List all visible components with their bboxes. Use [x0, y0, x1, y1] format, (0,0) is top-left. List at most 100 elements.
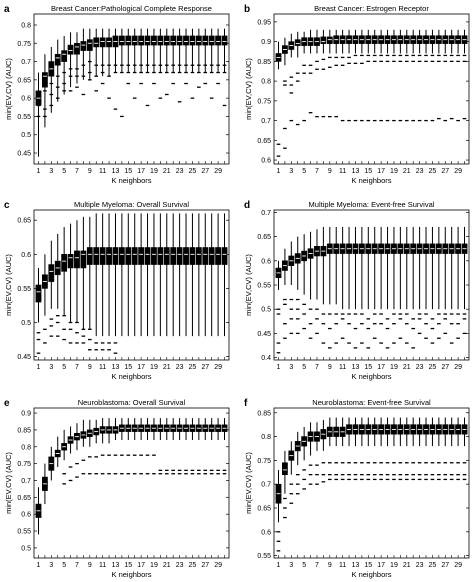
x-axis-label: K neighbors — [111, 570, 151, 579]
x-tick-label: 11 — [99, 364, 106, 371]
x-tick-label: 27 — [441, 168, 449, 175]
x-tick-label: 15 — [124, 562, 132, 569]
x-tick-label: 15 — [124, 364, 132, 371]
box-iqr — [80, 41, 87, 51]
x-tick-label: 5 — [62, 562, 66, 569]
x-tick-label: 19 — [390, 562, 398, 569]
x-tick-label: 15 — [124, 168, 132, 175]
x-tick-label: 7 — [315, 562, 319, 569]
y-tick-label: 0.45 — [257, 331, 271, 338]
y-tick-label: 0.7 — [261, 118, 271, 125]
panel-letter: a — [4, 4, 10, 15]
panel-title: Neuroblastoma: Event-free Survival — [312, 398, 431, 407]
x-tick-label: 1 — [277, 562, 281, 569]
x-tick-label: 23 — [176, 562, 184, 569]
box-iqr — [157, 247, 164, 265]
box-iqr — [183, 247, 189, 265]
x-tick-label: 27 — [201, 168, 209, 175]
x-tick-label: 23 — [416, 562, 424, 569]
x-tick-label: 17 — [137, 364, 145, 371]
y-tick-label: 0.65 — [257, 506, 271, 513]
x-tick-label: 21 — [163, 364, 171, 371]
y-tick-label: 0.8 — [21, 22, 31, 29]
box-iqr — [67, 44, 74, 55]
box-iqr — [61, 50, 68, 62]
y-tick-label: 0.65 — [17, 77, 31, 84]
box-iqr — [195, 247, 202, 265]
y-tick-label: 0.55 — [257, 553, 271, 560]
y-tick-label: 0.5 — [21, 132, 31, 139]
x-tick-label: 7 — [75, 168, 79, 175]
x-tick-label: 9 — [328, 168, 332, 175]
x-tick-label: 1 — [37, 364, 41, 371]
x-tick-label: 23 — [176, 364, 184, 371]
box-iqr — [202, 35, 209, 46]
x-tick-label: 1 — [277, 168, 281, 175]
x-tick-label: 3 — [49, 364, 53, 371]
x-tick-label: 17 — [137, 168, 145, 175]
x-tick-label: 3 — [49, 562, 53, 569]
y-tick-label: 0.7 — [261, 210, 271, 217]
y-tick-label: 0.75 — [17, 461, 31, 468]
x-tick-label: 21 — [403, 168, 411, 175]
box-iqr — [221, 247, 228, 265]
x-tick-label: 27 — [201, 562, 209, 569]
box-iqr — [93, 37, 100, 48]
y-tick-label: 0.95 — [257, 19, 271, 26]
x-tick-label: 19 — [150, 168, 158, 175]
x-tick-label: 5 — [302, 168, 306, 175]
x-tick-label: 25 — [429, 364, 437, 371]
box-iqr — [86, 247, 93, 265]
box-iqr — [99, 247, 106, 265]
x-tick-label: 29 — [454, 562, 462, 569]
panel-letter: b — [244, 4, 250, 15]
x-tick-label: 17 — [377, 168, 385, 175]
box-iqr — [80, 250, 87, 269]
x-axis-label: K neighbors — [111, 176, 151, 185]
x-tick-label: 1 — [37, 168, 41, 175]
box-iqr — [131, 35, 138, 46]
x-tick-label: 3 — [289, 364, 293, 371]
x-tick-label: 27 — [441, 364, 449, 371]
y-tick-label: 0.6 — [261, 258, 271, 265]
y-tick-label: 0.6 — [261, 529, 271, 536]
x-tick-label: 29 — [214, 364, 222, 371]
box-iqr — [208, 35, 215, 46]
x-tick-label: 17 — [377, 364, 385, 371]
y-tick-label: 0.85 — [257, 410, 271, 417]
x-tick-label: 15 — [364, 562, 372, 569]
y-tick-label: 0.6 — [21, 96, 31, 103]
x-tick-label: 13 — [112, 364, 120, 371]
y-axis-label: min(EV,CV) (AUC) — [244, 452, 253, 514]
x-tick-label: 7 — [315, 364, 319, 371]
x-tick-label: 11 — [339, 168, 346, 175]
y-tick-label: 0.8 — [21, 444, 31, 451]
x-tick-label: 21 — [163, 168, 171, 175]
box-iqr — [86, 39, 93, 51]
x-tick-label: 19 — [150, 364, 158, 371]
y-tick-label: 0.4 — [261, 355, 271, 362]
box-iqr — [112, 247, 119, 265]
panel-title: Neuroblastoma: Overall Survival — [78, 398, 186, 407]
box-iqr — [74, 250, 80, 269]
box-iqr — [170, 35, 177, 46]
box-iqr — [118, 35, 125, 46]
box-iqr — [138, 35, 145, 46]
box-iqr — [48, 264, 55, 282]
x-tick-label: 15 — [364, 364, 372, 371]
x-tick-label: 3 — [289, 168, 293, 175]
x-axis-label: K neighbors — [351, 372, 391, 381]
plot-frame — [33, 407, 230, 559]
x-tick-label: 19 — [390, 168, 398, 175]
y-tick-label: 0.75 — [257, 98, 271, 105]
x-tick-label: 29 — [454, 168, 462, 175]
x-tick-label: 13 — [352, 562, 360, 569]
box-iqr — [151, 35, 157, 46]
box-iqr — [221, 35, 228, 46]
box-iqr — [202, 247, 209, 265]
x-tick-label: 27 — [201, 364, 209, 371]
box-iqr — [35, 284, 42, 303]
x-tick-label: 15 — [364, 168, 372, 175]
box-iqr — [189, 35, 196, 46]
